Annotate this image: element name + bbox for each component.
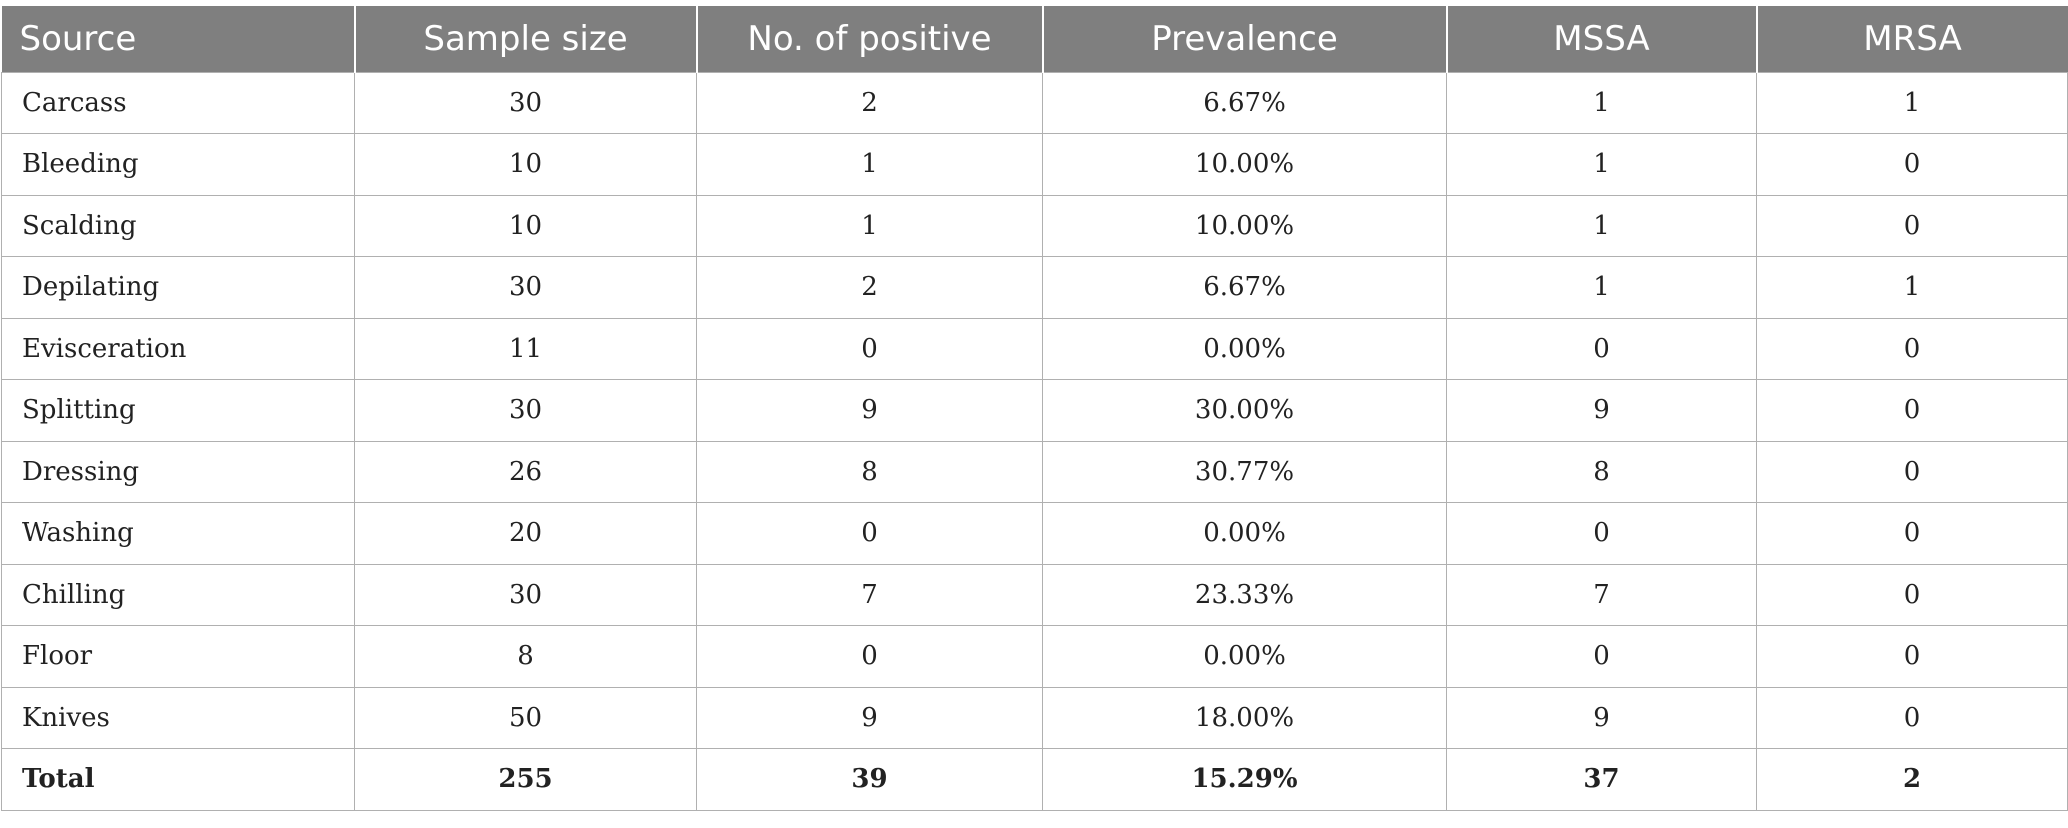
cell-mrsa: 0 (1756, 563, 2068, 626)
cell-no-of-positive: 2 (696, 71, 1043, 134)
header-mssa: MSSA (1445, 6, 1757, 72)
cell-source: Dressing (1, 440, 355, 503)
cell-no-of-positive: 9 (696, 686, 1043, 749)
cell-sample-size: 30 (354, 563, 697, 626)
cell-no-of-positive: 2 (696, 256, 1043, 319)
table-row: Bleeding 10 1 10.00% 1 0 (1, 133, 2068, 196)
table-row: Depilating 30 2 6.67% 1 1 (1, 256, 2068, 319)
header-no-of-positive: No. of positive (695, 6, 1043, 72)
cell-mssa: 9 (1446, 686, 1757, 749)
header-source: Source (19, 18, 137, 59)
cell-prevalence: 30.00% (1042, 379, 1447, 442)
cell-mssa: 7 (1446, 563, 1757, 626)
cell-prevalence: 18.00% (1042, 686, 1447, 749)
cell-no-of-positive: 0 (696, 625, 1043, 688)
cell-mrsa: 0 (1756, 502, 2068, 565)
cell-sample-size: 26 (354, 440, 697, 503)
cell-mrsa: 1 (1756, 71, 2068, 134)
table-header: Source Sample size No. of positive Preva… (1, 6, 2068, 72)
table-row: Dressing 26 8 30.77% 8 0 (1, 440, 2068, 503)
cell-prevalence: 6.67% (1042, 256, 1447, 319)
cell-mssa: 1 (1446, 71, 1757, 134)
cell-sample-size: 11 (354, 317, 697, 380)
header-row: Source Sample size No. of positive Preva… (1, 6, 2068, 72)
cell-sample-size: 10 (354, 133, 697, 196)
cell-source: Carcass (1, 71, 355, 134)
data-table-container: Source Sample size No. of positive Preva… (1, 6, 2068, 811)
cell-source: Depilating (1, 256, 355, 319)
cell-sample-size: 50 (354, 686, 697, 749)
table-row: Washing 20 0 0.00% 0 0 (1, 502, 2068, 565)
table-row: Knives 50 9 18.00% 9 0 (1, 686, 2068, 749)
cell-total-no-of-positive: 39 (696, 748, 1043, 811)
cell-no-of-positive: 1 (696, 194, 1043, 257)
cell-sample-size: 30 (354, 379, 697, 442)
cell-no-of-positive: 8 (696, 440, 1043, 503)
cell-source: Washing (1, 502, 355, 565)
cell-no-of-positive: 1 (696, 133, 1043, 196)
table-row: Splitting 30 9 30.00% 9 0 (1, 379, 2068, 442)
cell-prevalence: 0.00% (1042, 625, 1447, 688)
cell-mrsa: 0 (1756, 686, 2068, 749)
cell-sample-size: 20 (354, 502, 697, 565)
cell-source: Knives (1, 686, 355, 749)
cell-total-label: Total (1, 748, 355, 811)
cell-source: Chilling (1, 563, 355, 626)
cell-mrsa: 0 (1756, 379, 2068, 442)
header-mrsa: MRSA (1755, 6, 2068, 72)
cell-total-mrsa: 2 (1756, 748, 2068, 811)
cell-prevalence: 10.00% (1042, 133, 1447, 196)
cell-prevalence: 10.00% (1042, 194, 1447, 257)
table-row: Scalding 10 1 10.00% 1 0 (1, 194, 2068, 257)
cell-mssa: 1 (1446, 133, 1757, 196)
table-row: Carcass 30 2 6.67% 1 1 (1, 71, 2068, 134)
cell-mssa: 1 (1446, 194, 1757, 257)
cell-source: Evisceration (1, 317, 355, 380)
table-row: Evisceration 11 0 0.00% 0 0 (1, 317, 2068, 380)
table-body: Carcass 30 2 6.67% 1 1 Bleeding 10 1 10.… (1, 71, 2068, 811)
cell-mrsa: 0 (1756, 625, 2068, 688)
cell-total-prevalence: 15.29% (1042, 748, 1447, 811)
cell-sample-size: 8 (354, 625, 697, 688)
cell-source: Splitting (1, 379, 355, 442)
cell-mrsa: 1 (1756, 256, 2068, 319)
cell-mssa: 9 (1446, 379, 1757, 442)
cell-sample-size: 30 (354, 71, 697, 134)
cell-prevalence: 0.00% (1042, 502, 1447, 565)
cell-no-of-positive: 0 (696, 502, 1043, 565)
cell-prevalence: 0.00% (1042, 317, 1447, 380)
table-row: Floor 8 0 0.00% 0 0 (1, 625, 2068, 688)
total-row: Total 255 39 15.29% 37 2 (1, 748, 2068, 811)
cell-mssa: 1 (1446, 256, 1757, 319)
cell-total-mssa: 37 (1446, 748, 1757, 811)
prevalence-table: Source Sample size No. of positive Preva… (1, 6, 2068, 811)
cell-mrsa: 0 (1756, 317, 2068, 380)
cell-mssa: 0 (1446, 625, 1757, 688)
cell-mrsa: 0 (1756, 133, 2068, 196)
cell-source: Floor (1, 625, 355, 688)
cell-mrsa: 0 (1756, 440, 2068, 503)
cell-prevalence: 23.33% (1042, 563, 1447, 626)
cell-prevalence: 30.77% (1042, 440, 1447, 503)
cell-mrsa: 0 (1756, 194, 2068, 257)
table-row: Chilling 30 7 23.33% 7 0 (1, 563, 2068, 626)
cell-source: Bleeding (1, 133, 355, 196)
cell-mssa: 0 (1446, 502, 1757, 565)
cell-source: Scalding (1, 194, 355, 257)
header-sample-size: Sample size (353, 6, 697, 72)
cell-no-of-positive: 7 (696, 563, 1043, 626)
cell-sample-size: 30 (354, 256, 697, 319)
cell-prevalence: 6.67% (1042, 71, 1447, 134)
cell-sample-size: 10 (354, 194, 697, 257)
cell-mssa: 8 (1446, 440, 1757, 503)
cell-no-of-positive: 9 (696, 379, 1043, 442)
cell-total-sample-size: 255 (354, 748, 697, 811)
cell-mssa: 0 (1446, 317, 1757, 380)
cell-no-of-positive: 0 (696, 317, 1043, 380)
header-prevalence: Prevalence (1041, 6, 1447, 72)
